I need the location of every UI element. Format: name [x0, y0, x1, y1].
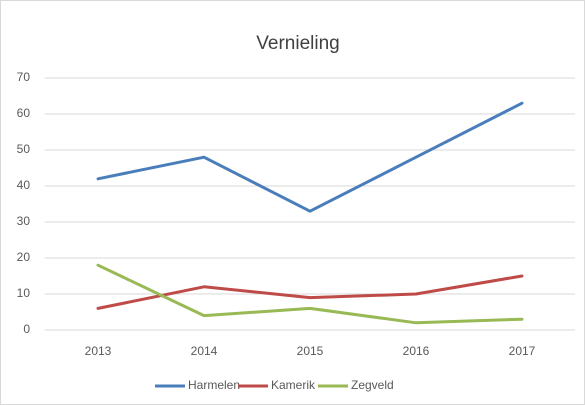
series-line	[96, 274, 524, 310]
x-tick-label: 2015	[297, 344, 324, 358]
x-tick-label: 2016	[403, 344, 430, 358]
y-tick-label: 30	[17, 214, 31, 228]
x-tick-label: 2014	[191, 344, 218, 358]
series-line	[96, 263, 524, 325]
y-tick-label: 10	[17, 286, 31, 300]
y-tick-label: 50	[17, 142, 31, 156]
y-tick-label: 40	[17, 178, 31, 192]
x-tick-label: 2013	[85, 344, 112, 358]
legend-label: Kamerik	[271, 378, 316, 392]
series-line	[96, 101, 524, 213]
legend-label: Harmelen	[188, 378, 240, 392]
y-tick-label: 20	[17, 250, 31, 264]
y-tick-label: 70	[17, 70, 31, 84]
chart-title: Vernieling	[256, 33, 339, 54]
y-tick-label: 0	[23, 322, 30, 336]
legend-label: Zegveld	[351, 378, 394, 392]
y-tick-label: 60	[17, 106, 31, 120]
x-tick-label: 2017	[509, 344, 536, 358]
